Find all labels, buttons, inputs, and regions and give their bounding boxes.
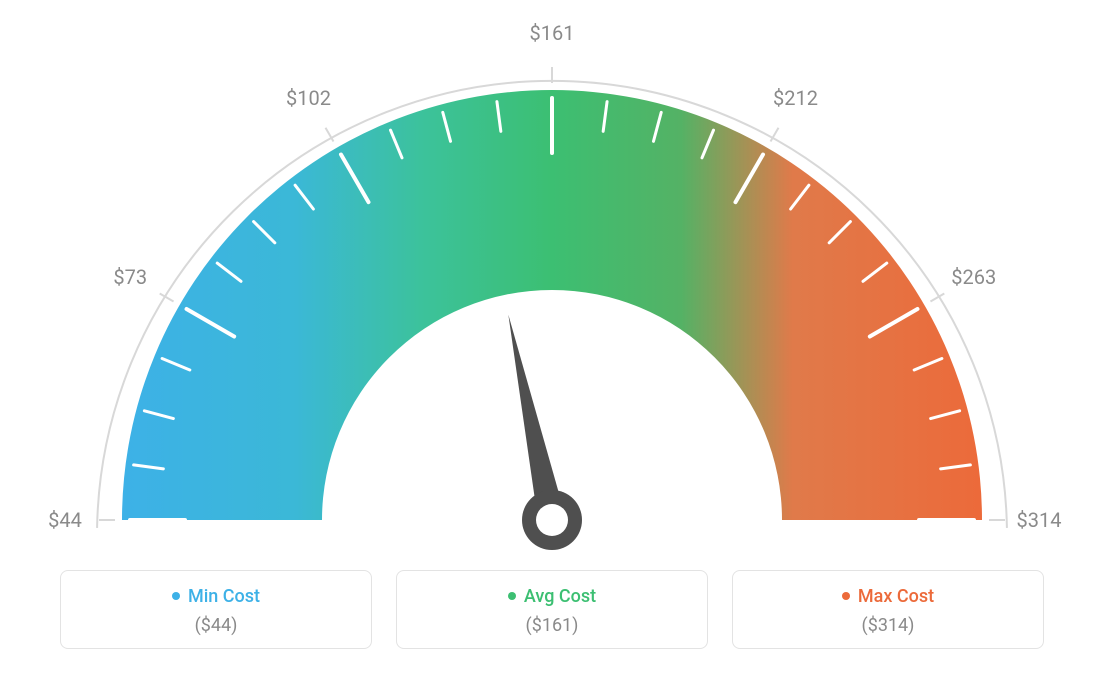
gauge-tick-label: $73 <box>113 265 147 289</box>
legend-label-avg: Avg Cost <box>524 586 596 607</box>
legend-label-min: Min Cost <box>188 586 260 607</box>
legend-label-max: Max Cost <box>858 586 934 607</box>
gauge: $44 $73 $102 $161 $212 $263 $314 <box>40 20 1064 560</box>
gauge-tick-label: $44 <box>48 508 82 532</box>
legend-value-max: ($314) <box>743 615 1033 636</box>
gauge-tick-label: $102 <box>286 86 331 110</box>
legend-row: Min Cost ($44) Avg Cost ($161) Max Cost … <box>40 570 1064 649</box>
legend-value-min: ($44) <box>71 615 361 636</box>
legend-card-min: Min Cost ($44) <box>60 570 372 649</box>
legend-card-avg: Avg Cost ($161) <box>396 570 708 649</box>
legend-card-max: Max Cost ($314) <box>732 570 1044 649</box>
gauge-tick-label: $314 <box>1017 508 1062 532</box>
gauge-tick-label: $263 <box>951 265 996 289</box>
gauge-tick-label: $161 <box>530 21 575 45</box>
gauge-tick-label: $212 <box>773 86 818 110</box>
gauge-svg <box>40 20 1064 560</box>
dot-max <box>842 592 850 600</box>
cost-gauge-widget: $44 $73 $102 $161 $212 $263 $314 Min Cost ($44… <box>0 0 1104 690</box>
dot-avg <box>508 592 516 600</box>
dot-min <box>172 592 180 600</box>
legend-value-avg: ($161) <box>407 615 697 636</box>
